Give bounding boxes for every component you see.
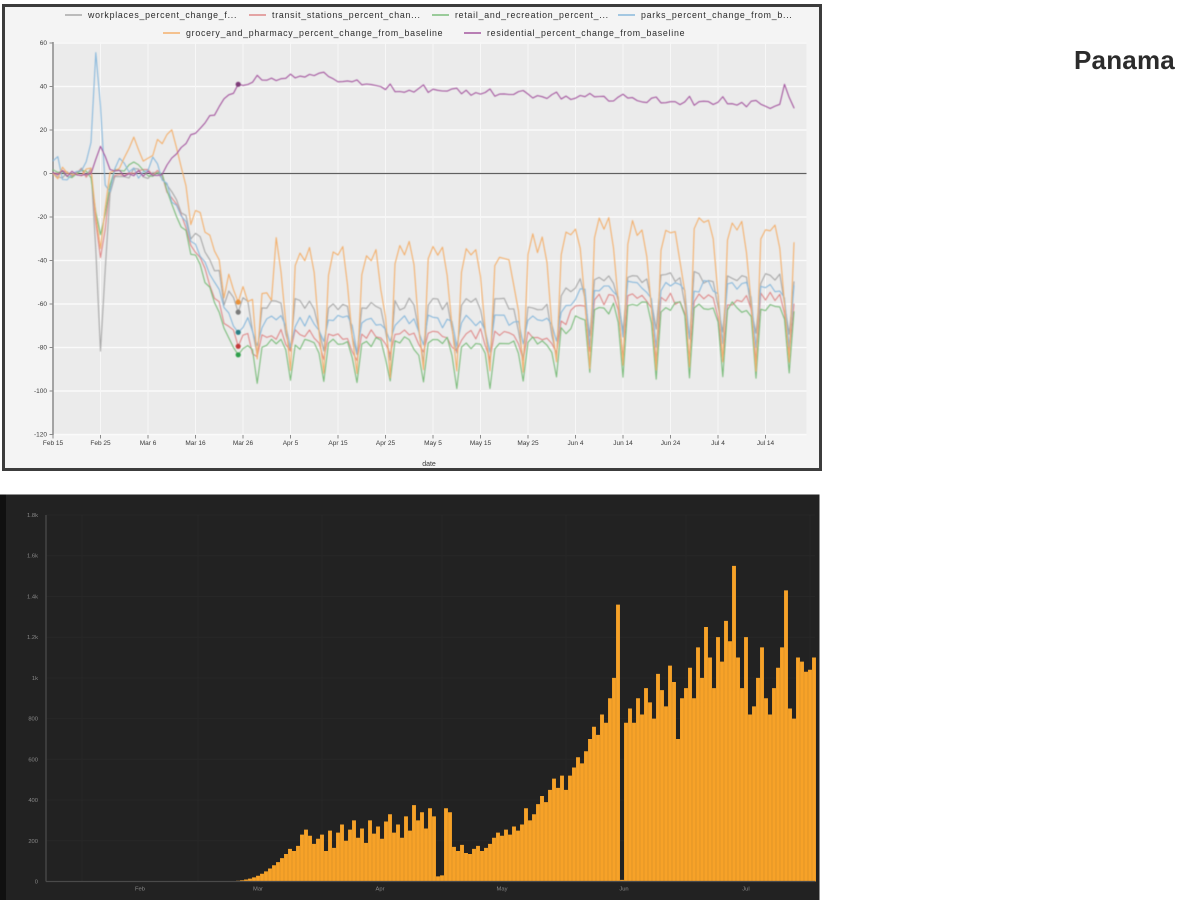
svg-text:-20: -20 xyxy=(38,214,48,221)
svg-text:-100: -100 xyxy=(34,388,47,395)
svg-text:May 5: May 5 xyxy=(424,440,442,447)
svg-text:400: 400 xyxy=(28,798,38,804)
svg-text:1k: 1k xyxy=(32,676,38,682)
svg-text:800: 800 xyxy=(28,717,38,723)
svg-text:Mar 16: Mar 16 xyxy=(185,440,206,447)
svg-text:Feb 25: Feb 25 xyxy=(90,440,111,447)
svg-text:600: 600 xyxy=(28,757,38,763)
svg-text:60: 60 xyxy=(40,40,48,47)
svg-text:Apr: Apr xyxy=(375,887,384,893)
svg-text:Feb: Feb xyxy=(135,887,145,893)
svg-text:1.8k: 1.8k xyxy=(27,513,38,519)
svg-text:May: May xyxy=(497,887,508,893)
svg-text:Jul 4: Jul 4 xyxy=(711,440,725,447)
svg-text:Mar 26: Mar 26 xyxy=(233,440,254,447)
svg-text:Jul 14: Jul 14 xyxy=(757,440,775,447)
svg-text:Jul: Jul xyxy=(742,887,749,893)
svg-text:Jun: Jun xyxy=(619,887,628,893)
svg-text:retail_and_recreation_percent_: retail_and_recreation_percent_... xyxy=(455,10,609,20)
svg-text:Apr 5: Apr 5 xyxy=(283,440,299,447)
svg-text:Jun 24: Jun 24 xyxy=(661,440,681,447)
svg-text:Apr 25: Apr 25 xyxy=(376,440,396,447)
svg-text:date: date xyxy=(422,461,436,468)
svg-text:20: 20 xyxy=(40,127,48,134)
svg-text:-60: -60 xyxy=(38,301,48,308)
svg-text:Feb 15: Feb 15 xyxy=(43,440,64,447)
svg-text:0: 0 xyxy=(35,880,38,886)
svg-text:May 25: May 25 xyxy=(517,440,539,447)
svg-text:Mar 6: Mar 6 xyxy=(140,440,157,447)
svg-text:200: 200 xyxy=(28,839,38,845)
svg-text:1.2k: 1.2k xyxy=(27,635,38,641)
svg-text:0: 0 xyxy=(43,171,47,178)
svg-text:residential_percent_change_fro: residential_percent_change_from_baseline xyxy=(487,28,685,38)
svg-text:1.4k: 1.4k xyxy=(27,595,38,601)
svg-text:-40: -40 xyxy=(38,258,48,265)
svg-text:grocery_and_pharmacy_percent_c: grocery_and_pharmacy_percent_change_from… xyxy=(186,28,443,38)
svg-text:-120: -120 xyxy=(34,432,47,439)
svg-text:-80: -80 xyxy=(38,345,48,352)
svg-text:Jun 4: Jun 4 xyxy=(568,440,584,447)
svg-text:40: 40 xyxy=(40,84,48,91)
svg-text:Apr 15: Apr 15 xyxy=(328,440,348,447)
svg-text:Mar: Mar xyxy=(253,887,263,893)
svg-text:workplaces_percent_change_f...: workplaces_percent_change_f... xyxy=(87,10,237,20)
svg-text:1.6k: 1.6k xyxy=(27,554,38,560)
svg-text:parks_percent_change_from_b...: parks_percent_change_from_b... xyxy=(641,10,793,20)
svg-text:Jun 14: Jun 14 xyxy=(613,440,633,447)
svg-text:May 15: May 15 xyxy=(470,440,492,447)
svg-text:transit_stations_percent_chan.: transit_stations_percent_chan... xyxy=(272,10,421,20)
